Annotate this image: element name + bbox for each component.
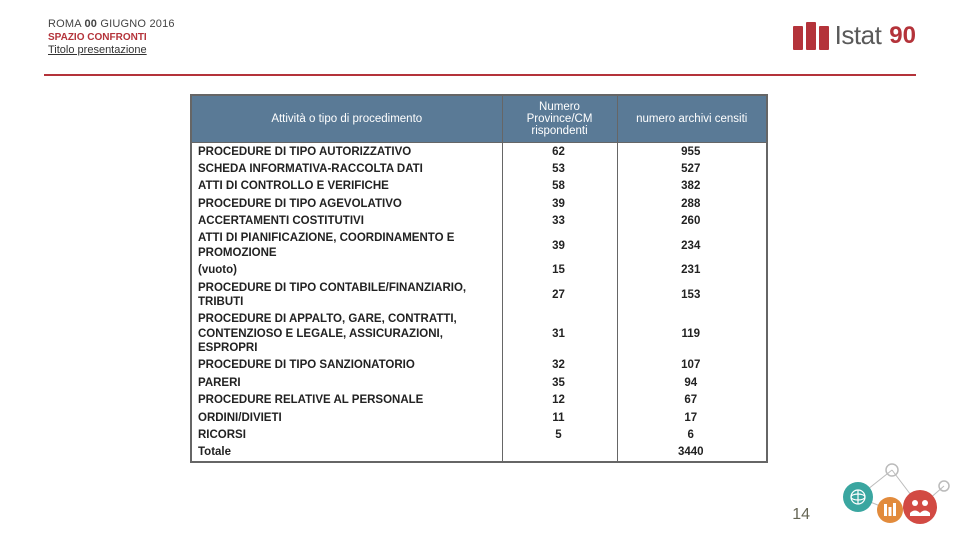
cell-provinces: 15 bbox=[502, 262, 617, 279]
col-header-archives: numero archivi censiti bbox=[617, 96, 767, 143]
cell-archives: 6 bbox=[617, 426, 767, 443]
cell-provinces: 5 bbox=[502, 426, 617, 443]
cell-archives: 527 bbox=[617, 160, 767, 177]
table-row: (vuoto)15231 bbox=[192, 262, 767, 279]
cell-provinces: 58 bbox=[502, 178, 617, 195]
page-number: 14 bbox=[792, 506, 810, 524]
table-row: PROCEDURE DI TIPO CONTABILE/FINANZIARIO,… bbox=[192, 279, 767, 311]
table-row: PROCEDURE DI TIPO SANZIONATORIO32107 bbox=[192, 357, 767, 374]
cell-activity: ORDINI/DIVIETI bbox=[192, 409, 503, 426]
table-row: ATTI DI CONTROLLO E VERIFICHE58382 bbox=[192, 178, 767, 195]
cell-archives: 955 bbox=[617, 143, 767, 161]
cell-provinces bbox=[502, 444, 617, 462]
cell-archives: 231 bbox=[617, 262, 767, 279]
cell-provinces: 12 bbox=[502, 392, 617, 409]
cell-archives: 67 bbox=[617, 392, 767, 409]
cell-archives: 234 bbox=[617, 230, 767, 262]
table-row: ORDINI/DIVIETI1117 bbox=[192, 409, 767, 426]
table-row: RICORSI56 bbox=[192, 426, 767, 443]
cell-archives: 17 bbox=[617, 409, 767, 426]
cell-activity: (vuoto) bbox=[192, 262, 503, 279]
cell-activity: ACCERTAMENTI COSTITUTIVI bbox=[192, 213, 503, 230]
cell-activity: PROCEDURE DI APPALTO, GARE, CONTRATTI, C… bbox=[192, 311, 503, 357]
col-header-activity: Attività o tipo di procedimento bbox=[192, 96, 503, 143]
cell-provinces: 32 bbox=[502, 357, 617, 374]
istat-logo: Istat 90 bbox=[793, 20, 916, 51]
cell-activity: PROCEDURE DI TIPO AGEVOLATIVO bbox=[192, 195, 503, 212]
cell-provinces: 31 bbox=[502, 311, 617, 357]
date-day: 00 bbox=[84, 18, 97, 30]
table-row: PROCEDURE DI TIPO AGEVOLATIVO39288 bbox=[192, 195, 767, 212]
cell-activity: PROCEDURE DI TIPO CONTABILE/FINANZIARIO,… bbox=[192, 279, 503, 311]
logo-text: Istat bbox=[835, 20, 882, 51]
table-row: PROCEDURE DI APPALTO, GARE, CONTRATTI, C… bbox=[192, 311, 767, 357]
table-row: Totale 3440 bbox=[192, 444, 767, 462]
cell-provinces: 53 bbox=[502, 160, 617, 177]
cell-activity: ATTI DI PIANIFICAZIONE, COORDINAMENTO E … bbox=[192, 230, 503, 262]
cell-archives: 382 bbox=[617, 178, 767, 195]
cell-archives: 153 bbox=[617, 279, 767, 311]
cell-activity: SCHEDA INFORMATIVA-RACCOLTA DATI bbox=[192, 160, 503, 177]
date-prefix: ROMA bbox=[48, 18, 81, 30]
logo-bars-icon bbox=[793, 22, 829, 50]
col-header-provinces: Numero Province/CM rispondenti bbox=[502, 96, 617, 143]
table-row: PARERI3594 bbox=[192, 374, 767, 391]
logo-anniversary: 90 bbox=[889, 22, 916, 50]
cell-provinces: 35 bbox=[502, 374, 617, 391]
data-table: Attività o tipo di procedimento Numero P… bbox=[190, 94, 768, 463]
table-row: PROCEDURE DI TIPO AUTORIZZATIVO62955 bbox=[192, 143, 767, 161]
cell-provinces: 62 bbox=[502, 143, 617, 161]
table-row: ATTI DI PIANIFICAZIONE, COORDINAMENTO E … bbox=[192, 230, 767, 262]
cell-archives: 3440 bbox=[617, 444, 767, 462]
header-divider bbox=[44, 74, 916, 76]
cell-provinces: 39 bbox=[502, 195, 617, 212]
cell-activity: PROCEDURE DI TIPO AUTORIZZATIVO bbox=[192, 143, 503, 161]
cell-archives: 119 bbox=[617, 311, 767, 357]
cell-activity: RICORSI bbox=[192, 426, 503, 443]
table-row: ACCERTAMENTI COSTITUTIVI33260 bbox=[192, 213, 767, 230]
cell-activity: PROCEDURE RELATIVE AL PERSONALE bbox=[192, 392, 503, 409]
cell-archives: 107 bbox=[617, 357, 767, 374]
date-suffix: GIUGNO 2016 bbox=[100, 18, 174, 30]
cell-archives: 288 bbox=[617, 195, 767, 212]
table-header-row: Attività o tipo di procedimento Numero P… bbox=[192, 96, 767, 143]
cell-archives: 260 bbox=[617, 213, 767, 230]
cell-activity: PARERI bbox=[192, 374, 503, 391]
cell-provinces: 11 bbox=[502, 409, 617, 426]
cell-activity: Totale bbox=[192, 444, 503, 462]
table-row: PROCEDURE RELATIVE AL PERSONALE1267 bbox=[192, 392, 767, 409]
footer-decoration bbox=[820, 442, 950, 532]
cell-activity: ATTI DI CONTROLLO E VERIFICHE bbox=[192, 178, 503, 195]
cell-provinces: 33 bbox=[502, 213, 617, 230]
cell-archives: 94 bbox=[617, 374, 767, 391]
table-row: SCHEDA INFORMATIVA-RACCOLTA DATI53527 bbox=[192, 160, 767, 177]
cell-activity: PROCEDURE DI TIPO SANZIONATORIO bbox=[192, 357, 503, 374]
cell-provinces: 27 bbox=[502, 279, 617, 311]
cell-provinces: 39 bbox=[502, 230, 617, 262]
